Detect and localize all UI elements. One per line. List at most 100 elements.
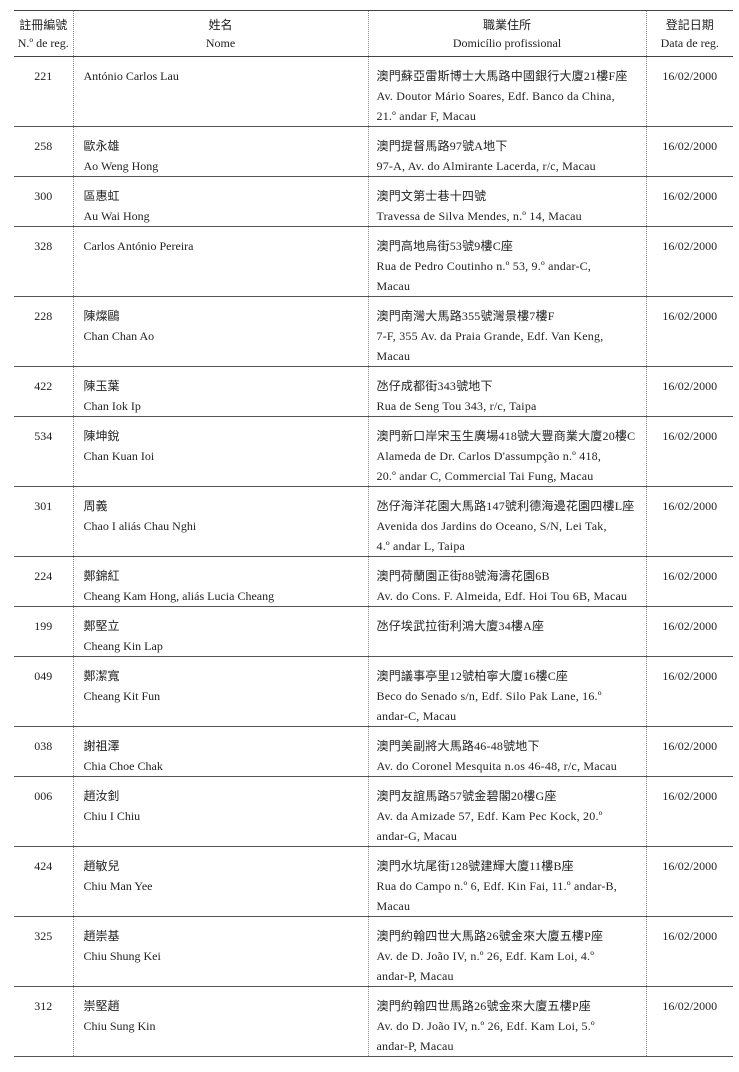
address-line: 97-A, Av. do Almirante Lacerda, r/c, Mac… — [376, 159, 596, 173]
address-line: andar-P, Macau — [376, 969, 454, 983]
address-cell: 澳門美副將大馬路46-48號地下 Av. do Coronel Mesquita … — [367, 726, 646, 777]
address-line: Travessa de Silva Mendes, n.º 14, Macau — [376, 209, 582, 223]
registry-table: 註冊編號 N.º de reg. 姓名 Nome 職業住所 Domicílio profi… — [14, 10, 733, 1057]
reg-number: 258 — [14, 126, 73, 177]
address-cell: 澳門新口岸宋玉生廣場418號大豐商業大廈20樓C Alameda de Dr. C… — [367, 416, 646, 487]
column-header: 姓名 Nome — [72, 10, 368, 57]
name-line: 陳坤銳 — [83, 429, 120, 443]
header-pt: N.º de reg. — [17, 35, 69, 50]
address-cell: 氹仔埃武拉街利鴻大廈34樓A座 — [367, 606, 646, 657]
address-line: Rua de Pedro Coutinho n.º 53, 9.º andar-… — [376, 259, 592, 273]
reg-number: 224 — [14, 556, 73, 607]
registry-row: 301 周義 Chao I aliás Chau Nghi 氹仔海洋花園大馬路147號… — [14, 486, 733, 557]
address-line: 澳門水坑尾街128號建輝大廈11樓B座 — [376, 859, 574, 873]
address-line: Av. Doutor Mário Soares, Edf. Banco da C… — [376, 89, 615, 103]
address-line: Av. do D. João IV, n.º 26, Edf. Kam Loi,… — [376, 1019, 595, 1033]
name-cell: 鄭錦紅 Cheang Kam Hong, aliás Lucia Cheang — [72, 556, 368, 607]
name-cell: 區惠虹 Au Wai Hong — [72, 176, 368, 227]
name-cell: Carlos António Pereira — [72, 226, 368, 297]
header-pt: Nome — [205, 35, 236, 50]
reg-date: 16/02/2000 — [645, 366, 733, 417]
name-line: Chiu Man Yee — [83, 879, 153, 893]
name-line: 崇堅趙 — [83, 999, 120, 1013]
name-cell: 趙崇基 Chiu Shung Kei — [72, 916, 368, 987]
name-line: 鄭潔寬 — [83, 669, 120, 683]
reg-number: 422 — [14, 366, 73, 417]
registry-row: 325 趙崇基 Chiu Shung Kei 澳門約翰四世大馬路26號金來大廈五樓P座… — [14, 916, 733, 987]
column-header: 註冊編號 N.º de reg. — [14, 10, 73, 57]
address-line: andar-G, Macau — [376, 829, 458, 843]
name-cell: 周義 Chao I aliás Chau Nghi — [72, 486, 368, 557]
address-cell: 澳門高地烏街53號9樓C座 Rua de Pedro Coutinho n.º 5… — [367, 226, 646, 297]
reg-date: 16/02/2000 — [645, 556, 733, 607]
header-zh: 職業住所 — [482, 17, 531, 32]
registry-row: 199 鄭堅立 Cheang Kin Lap 氹仔埃武拉街利鴻大廈34樓A座 16/02… — [14, 606, 733, 657]
name-line: António Carlos Lau — [83, 69, 179, 83]
address-line: 21.º andar F, Macau — [376, 109, 477, 123]
address-cell: 澳門提督馬路97號A地下 97-A, Av. do Almirante Lacer… — [367, 126, 646, 177]
registry-row: 534 陳坤銳 Chan Kuan Ioi 澳門新口岸宋玉生廣場418號大豐商業大廈2… — [14, 416, 733, 487]
address-line: 氹仔埃武拉街利鴻大廈34樓A座 — [376, 619, 545, 633]
address-cell: 澳門蘇亞雷斯博士大馬路中國銀行大廈21樓F座 Av. Doutor Mário S… — [367, 56, 646, 127]
reg-number: 221 — [14, 56, 73, 127]
header-zh: 登記日期 — [665, 17, 714, 32]
address-line: 澳門高地烏街53號9樓C座 — [376, 239, 514, 253]
name-line: 鄭錦紅 — [83, 569, 120, 583]
registry-row: 424 趙敏兒 Chiu Man Yee 澳門水坑尾街128號建輝大廈11樓B座 Rua… — [14, 846, 733, 917]
name-line: Chan Kuan Ioi — [83, 449, 155, 463]
name-line: Chan Chan Ao — [83, 329, 155, 343]
address-line: 澳門約翰四世馬路26號金來大廈五樓P座 — [376, 999, 591, 1013]
name-cell: 謝祖澤 Chia Choe Chak — [72, 726, 368, 777]
address-line: 澳門議事亭里12號柏寧大廈16樓C座 — [376, 669, 569, 683]
reg-date: 16/02/2000 — [645, 846, 733, 917]
address-line: 氹仔海洋花園大馬路147號利德海邊花園四樓L座 — [376, 499, 635, 513]
reg-date: 16/02/2000 — [645, 486, 733, 557]
address-line: 澳門荷蘭園正街88號海濤花園6B — [376, 569, 550, 583]
address-cell: 澳門荷蘭園正街88號海濤花園6B Av. do Cons. F. Almeida,… — [367, 556, 646, 607]
name-line: Chia Choe Chak — [83, 759, 163, 773]
reg-number: 534 — [14, 416, 73, 487]
address-line: 澳門提督馬路97號A地下 — [376, 139, 508, 153]
name-cell: 崇堅趙 Chiu Sung Kin — [72, 986, 368, 1057]
name-line: Cheang Kit Fun — [83, 689, 161, 703]
name-cell: 陳坤銳 Chan Kuan Ioi — [72, 416, 368, 487]
reg-date: 16/02/2000 — [645, 416, 733, 487]
reg-number: 325 — [14, 916, 73, 987]
address-line: 20.º andar C, Commercial Tai Fung, Macau — [376, 469, 594, 483]
address-line: Avenida dos Jardins do Oceano, S/N, Lei … — [376, 519, 607, 533]
reg-number: 049 — [14, 656, 73, 727]
reg-date: 16/02/2000 — [645, 296, 733, 367]
reg-date: 16/02/2000 — [645, 726, 733, 777]
document: 註冊編號 N.º de reg. 姓名 Nome 職業住所 Domicílio profi… — [14, 10, 733, 1057]
name-cell: 歐永雄 Ao Weng Hong — [72, 126, 368, 177]
reg-date: 16/02/2000 — [645, 176, 733, 227]
address-line: 澳門南灣大馬路355號灣景樓7樓F — [376, 309, 555, 323]
reg-number: 228 — [14, 296, 73, 367]
reg-date: 16/02/2000 — [645, 916, 733, 987]
address-line: 氹仔成都街343號地下 — [376, 379, 493, 393]
registry-row: 049 鄭潔寬 Cheang Kit Fun 澳門議事亭里12號柏寧大廈16樓C座 Be… — [14, 656, 733, 727]
address-cell: 澳門約翰四世馬路26號金來大廈五樓P座 Av. do D. João IV, n.… — [367, 986, 646, 1057]
registry-row: 328 Carlos António Pereira 澳門高地烏街53號9樓C座 Ru… — [14, 226, 733, 297]
name-line: Chao I aliás Chau Nghi — [83, 519, 197, 533]
address-cell: 澳門約翰四世大馬路26號金來大廈五樓P座 Av. de D. João IV, n… — [367, 916, 646, 987]
name-cell: 鄭堅立 Cheang Kin Lap — [72, 606, 368, 657]
reg-number: 038 — [14, 726, 73, 777]
reg-number: 312 — [14, 986, 73, 1057]
reg-date: 16/02/2000 — [645, 656, 733, 727]
address-line: 澳門蘇亞雷斯博士大馬路中國銀行大廈21樓F座 — [376, 69, 628, 83]
reg-date: 16/02/2000 — [645, 606, 733, 657]
name-line: Chiu Sung Kin — [83, 1019, 156, 1033]
address-line: 澳門新口岸宋玉生廣場418號大豐商業大廈20樓C — [376, 429, 636, 443]
address-line: Beco do Senado s/n, Edf. Silo Pak Lane, … — [376, 689, 602, 703]
address-line: Rua de Seng Tou 343, r/c, Taipa — [376, 399, 537, 413]
column-header: 職業住所 Domicílio profissional — [367, 10, 646, 57]
reg-number: 328 — [14, 226, 73, 297]
address-line: 4.º andar L, Taipa — [376, 539, 466, 553]
address-cell: 氹仔成都街343號地下 Rua de Seng Tou 343, r/c, Tai… — [367, 366, 646, 417]
registry-row: 221 António Carlos Lau 澳門蘇亞雷斯博士大馬路中國銀行大廈21… — [14, 56, 733, 127]
reg-date: 16/02/2000 — [645, 986, 733, 1057]
address-cell: 澳門議事亭里12號柏寧大廈16樓C座 Beco do Senado s/n, Ed… — [367, 656, 646, 727]
name-line: 趙汝釗 — [83, 789, 120, 803]
address-line: andar-P, Macau — [376, 1039, 454, 1053]
